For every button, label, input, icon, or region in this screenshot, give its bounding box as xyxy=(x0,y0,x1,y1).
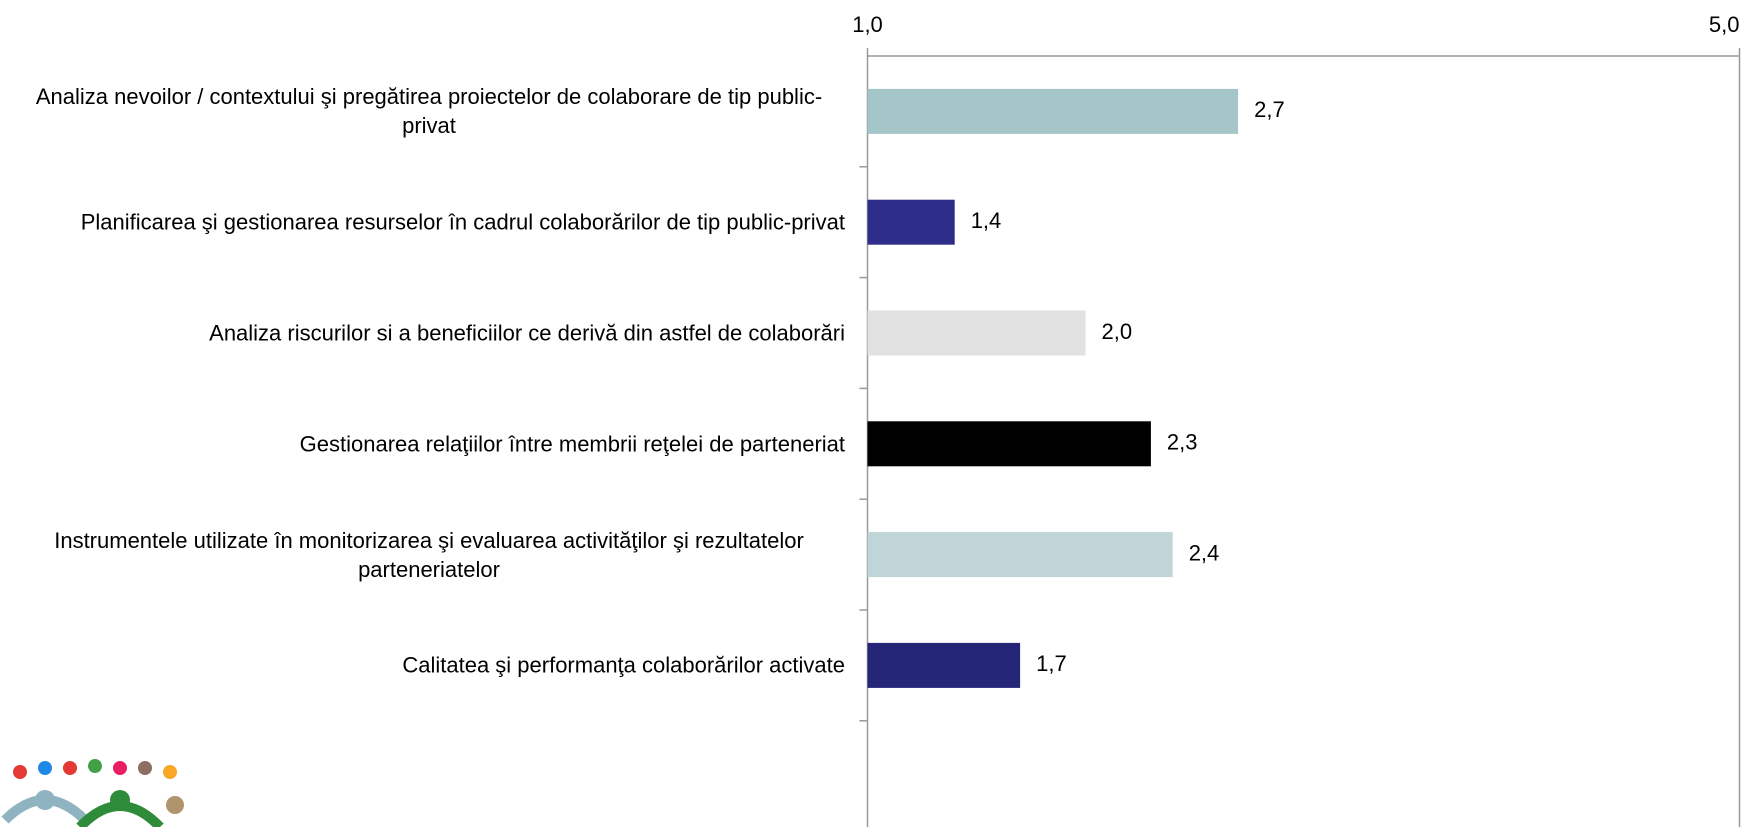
category-label: Gestionarea relaţiilor între membrii reţ… xyxy=(299,431,845,457)
bar xyxy=(867,532,1173,578)
category-label: Calitatea şi performanţa colaborărilor a… xyxy=(402,652,845,678)
value-label: 1,4 xyxy=(971,208,1002,233)
category-label: Analiza nevoilor / contextului şi pregăt… xyxy=(35,84,823,139)
x-tick-label: 5,0 xyxy=(1709,12,1740,37)
category-label: Planificarea şi gestionarea resurselor î… xyxy=(80,209,845,235)
value-label: 2,0 xyxy=(1102,319,1133,344)
value-label: 2,7 xyxy=(1254,97,1285,122)
x-tick-label: 1,0 xyxy=(852,12,883,37)
bar xyxy=(867,642,1021,688)
bar xyxy=(867,310,1086,356)
bar xyxy=(867,88,1239,134)
category-label: Instrumentele utilizate în monitorizarea… xyxy=(54,527,804,582)
logo xyxy=(1,759,184,827)
value-label: 2,4 xyxy=(1189,540,1220,565)
value-label: 2,3 xyxy=(1167,430,1198,455)
bar xyxy=(867,421,1151,467)
category-label: Analiza riscurilor si a beneficiilor ce … xyxy=(209,320,845,346)
bar xyxy=(867,199,955,245)
value-label: 1,7 xyxy=(1036,651,1067,676)
